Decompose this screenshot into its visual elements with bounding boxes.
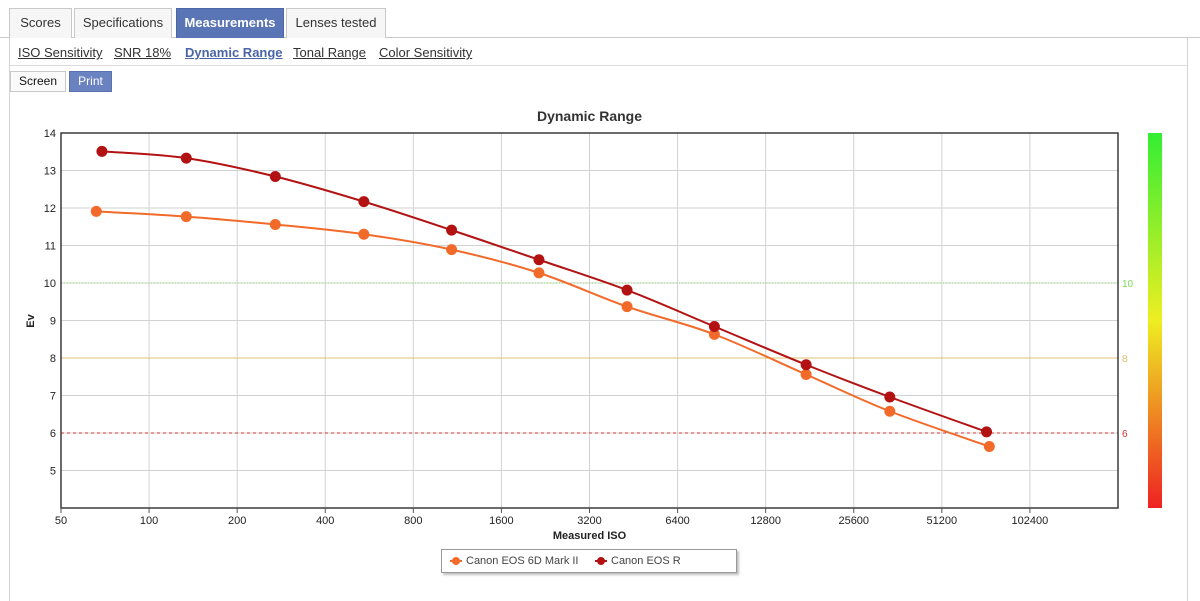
x-tick-label: 200 xyxy=(228,515,246,527)
tab-scores[interactable]: Scores xyxy=(9,8,72,38)
data-point-series-1[interactable] xyxy=(533,267,545,279)
x-tick-label: 100 xyxy=(140,515,158,527)
x-tick-label: 800 xyxy=(404,515,422,527)
x-tick-label: 102400 xyxy=(1012,515,1049,527)
y-tick-label: 7 xyxy=(50,391,56,403)
y-tick-label: 14 xyxy=(44,128,56,140)
data-point-series-1[interactable] xyxy=(621,301,633,313)
tab-lenses-tested[interactable]: Lenses tested xyxy=(286,8,386,38)
data-point-series-1[interactable] xyxy=(90,205,102,217)
data-point-series-2[interactable] xyxy=(446,224,458,236)
y-tick-label: 12 xyxy=(44,203,56,215)
data-point-series-2[interactable] xyxy=(358,196,370,208)
subnav-color-sensitivity[interactable]: Color Sensitivity xyxy=(379,45,473,60)
x-tick-label: 12800 xyxy=(750,515,781,527)
x-tick-label: 50 xyxy=(55,515,67,527)
subnav-tonal-range[interactable]: Tonal Range xyxy=(293,45,366,60)
subnav-iso-sensitivity[interactable]: ISO Sensitivity xyxy=(18,45,103,60)
legend-label-series-1: Canon EOS 6D Mark II xyxy=(466,555,579,567)
x-tick-label: 51200 xyxy=(927,515,958,527)
subnav-snr-18[interactable]: SNR 18% xyxy=(114,45,172,60)
data-point-series-2[interactable] xyxy=(96,145,108,157)
data-point-series-1[interactable] xyxy=(358,228,370,240)
measurement-subnav: ISO Sensitivity SNR 18% Dynamic Range To… xyxy=(10,38,1187,66)
x-tick-label: 6400 xyxy=(665,515,689,527)
y-tick-label: 8 xyxy=(50,353,56,365)
data-point-series-1[interactable] xyxy=(884,405,896,417)
legend-marker-series-2 xyxy=(595,557,607,565)
x-tick-label: 3200 xyxy=(577,515,601,527)
tab-bar: Scores Specifications Measurements Lense… xyxy=(0,0,1200,38)
data-point-series-2[interactable] xyxy=(269,171,281,182)
data-point-series-2[interactable] xyxy=(708,321,720,332)
chart-title: Dynamic Range xyxy=(537,108,642,124)
color-scale-bar xyxy=(1148,133,1162,508)
x-tick-label: 1600 xyxy=(489,515,513,527)
print-button[interactable]: Print xyxy=(69,71,112,92)
y-tick-label: 13 xyxy=(44,166,56,178)
chart-legend: Canon EOS 6D Mark II Canon EOS R xyxy=(441,549,737,573)
data-point-series-1[interactable] xyxy=(446,244,458,256)
y-tick-label: 10 xyxy=(44,278,56,290)
reference-label-8: 8 xyxy=(1122,354,1128,365)
screen-button[interactable]: Screen xyxy=(10,71,66,92)
y-tick-label: 5 xyxy=(50,466,56,478)
tab-specifications[interactable]: Specifications xyxy=(74,8,172,38)
y-tick-label: 11 xyxy=(45,241,56,253)
subnav-dynamic-range[interactable]: Dynamic Range xyxy=(185,45,283,60)
reference-label-6: 6 xyxy=(1122,429,1128,440)
data-point-series-2[interactable] xyxy=(533,254,545,266)
y-tick-label: 9 xyxy=(50,316,56,328)
data-point-series-1[interactable] xyxy=(800,369,812,380)
data-point-series-2[interactable] xyxy=(180,152,192,164)
data-point-series-2[interactable] xyxy=(884,391,896,403)
x-tick-label: 25600 xyxy=(838,515,869,527)
x-axis-label: Measured ISO xyxy=(553,530,627,542)
measurements-panel: ISO Sensitivity SNR 18% Dynamic Range To… xyxy=(9,38,1188,601)
tab-measurements[interactable]: Measurements xyxy=(176,8,284,38)
reference-label-10: 10 xyxy=(1122,279,1134,290)
data-point-series-1[interactable] xyxy=(269,219,281,230)
data-point-series-2[interactable] xyxy=(621,284,633,296)
y-axis-label: Ev xyxy=(25,313,37,327)
data-point-series-2[interactable] xyxy=(800,359,812,371)
legend-label-series-2: Canon EOS R xyxy=(611,555,681,567)
x-tick-label: 400 xyxy=(316,515,334,527)
legend-marker-series-1 xyxy=(450,557,462,565)
data-point-series-1[interactable] xyxy=(983,441,995,452)
y-tick-label: 6 xyxy=(50,428,56,440)
data-point-series-1[interactable] xyxy=(180,211,192,223)
data-point-series-2[interactable] xyxy=(981,426,993,438)
